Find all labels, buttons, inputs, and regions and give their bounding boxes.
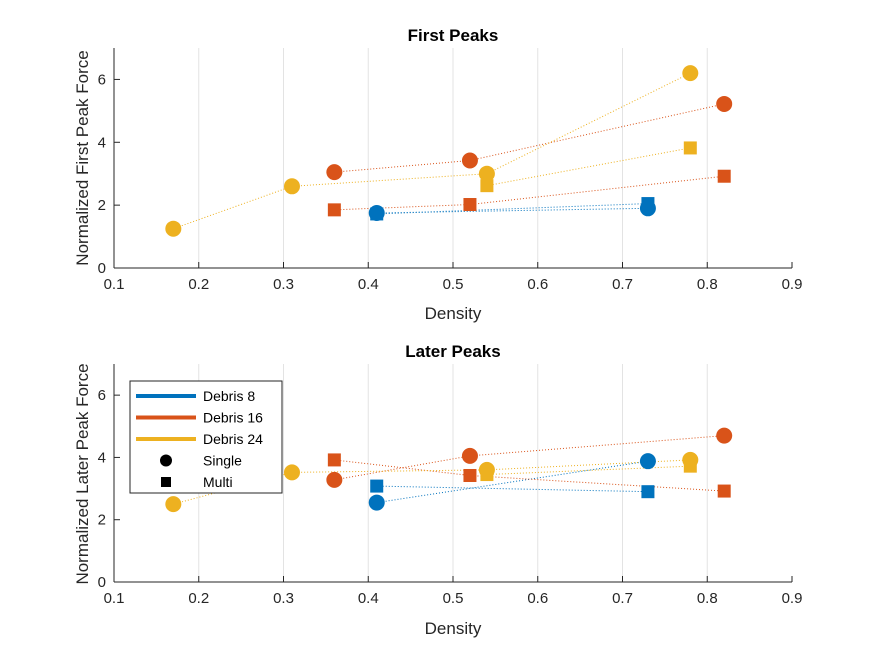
later-peaks-series-lines [173,435,725,505]
later-peaks-y-tick-label: 2 [98,512,106,529]
first-peaks-x-tick-label: 0.2 [188,276,209,293]
legend-square-swatch [161,477,171,487]
first-peaks-y-tick-label: 6 [98,71,106,88]
later-peaks-point-single [326,471,343,488]
later-peaks-x-tick-label: 0.1 [104,590,125,607]
first-peaks-point-multi [370,207,384,221]
first-peaks-y-label: Normalized First Peak Force [73,50,92,265]
later-peaks-point-single [165,496,182,513]
first-peaks-y-tick-label: 2 [98,197,106,214]
later-peaks-point-multi [717,484,731,498]
later-peaks-point-single [368,494,385,511]
later-peaks-point-multi [370,479,384,493]
legend-entry-label: Single [203,453,242,469]
legend-entry-label: Debris 8 [203,388,255,404]
later-peaks-x-tick-label: 0.4 [358,590,379,607]
first-peaks-axes: First Peaks Density Normalized First Pea… [73,26,802,323]
later-peaks-y-tick-label: 0 [98,574,106,591]
later-peaks-point-single [639,453,656,470]
later-peaks-series-line [376,460,649,504]
later-peaks-axes: Later Peaks Density Normalized Later Pea… [73,342,802,638]
later-peaks-y-label: Normalized Later Peak Force [73,363,92,584]
later-peaks-series-line [486,465,691,476]
legend-entry-label: Debris 16 [203,410,263,426]
first-peaks-point-multi [641,197,655,211]
legend-circle-swatch [160,454,172,467]
first-peaks-point-multi [463,198,477,212]
later-peaks-x-tick-label: 0.3 [273,590,294,607]
later-peaks-series-line [334,435,725,481]
later-peaks-point-multi [480,468,494,482]
later-peaks-y-tick-label: 6 [98,387,106,404]
later-peaks-x-label: Density [425,619,482,638]
first-peaks-y-tick-label: 0 [98,260,106,277]
later-peaks-point-single [461,447,478,464]
first-peaks-point-single [716,95,733,112]
first-peaks-x-tick-label: 0.9 [782,276,803,293]
later-peaks-x-tick-label: 0.6 [527,590,548,607]
first-peaks-x-tick-label: 0.6 [527,276,548,293]
first-peaks-point-single [682,65,699,82]
later-peaks-point-multi [683,459,697,473]
first-peaks-point-single [165,220,182,237]
first-peaks-x-tick-label: 0.5 [443,276,464,293]
first-peaks-series-markers [165,65,733,237]
later-peaks-x-tick-label: 0.5 [443,590,464,607]
legend-box [129,380,283,494]
later-peaks-point-multi [641,485,655,499]
first-peaks-x-tick-label: 0.4 [358,276,379,293]
legend-entry-label: Multi [203,474,233,490]
first-peaks-point-multi [327,203,341,217]
later-peaks-series-line [334,459,725,492]
legend-entry-label: Debris 24 [203,431,263,447]
later-peaks-series-line [376,485,648,493]
later-peaks-x-tick-label: 0.2 [188,590,209,607]
first-peaks-x-tick-label: 0.8 [697,276,718,293]
later-peaks-x-tick-label: 0.8 [697,590,718,607]
first-peaks-x-tick-label: 0.3 [273,276,294,293]
first-peaks-series-line [334,103,725,173]
first-peaks-point-multi [480,179,494,193]
first-peaks-y-tick-label: 4 [98,134,106,151]
later-peaks-x-tick-label: 0.9 [782,590,803,607]
first-peaks-series-line [376,203,648,215]
first-peaks-point-single [478,165,495,182]
later-peaks-point-multi [327,453,341,467]
legend: Debris 8 Debris 16 Debris 24 Single Multi [129,380,283,494]
later-peaks-y-tick-label: 4 [98,449,106,466]
first-peaks-x-tick-label: 0.7 [612,276,633,293]
later-peaks-series-markers [165,427,733,513]
first-peaks-point-multi [683,141,697,155]
first-peaks-point-single [326,164,343,181]
later-peaks-point-multi [463,468,477,482]
first-peaks-point-single [461,152,478,169]
first-peaks-point-multi [717,169,731,183]
first-peaks-series-line [173,72,691,230]
later-peaks-point-single [716,427,733,444]
later-peaks-x-tick-label: 0.7 [612,590,633,607]
first-peaks-x-label: Density [425,304,482,323]
first-peaks-title: First Peaks [408,26,499,45]
first-peaks-point-single [283,178,300,195]
later-peaks-title: Later Peaks [405,342,500,361]
later-peaks-point-single [283,464,300,481]
first-peaks-x-tick-label: 0.1 [104,276,125,293]
